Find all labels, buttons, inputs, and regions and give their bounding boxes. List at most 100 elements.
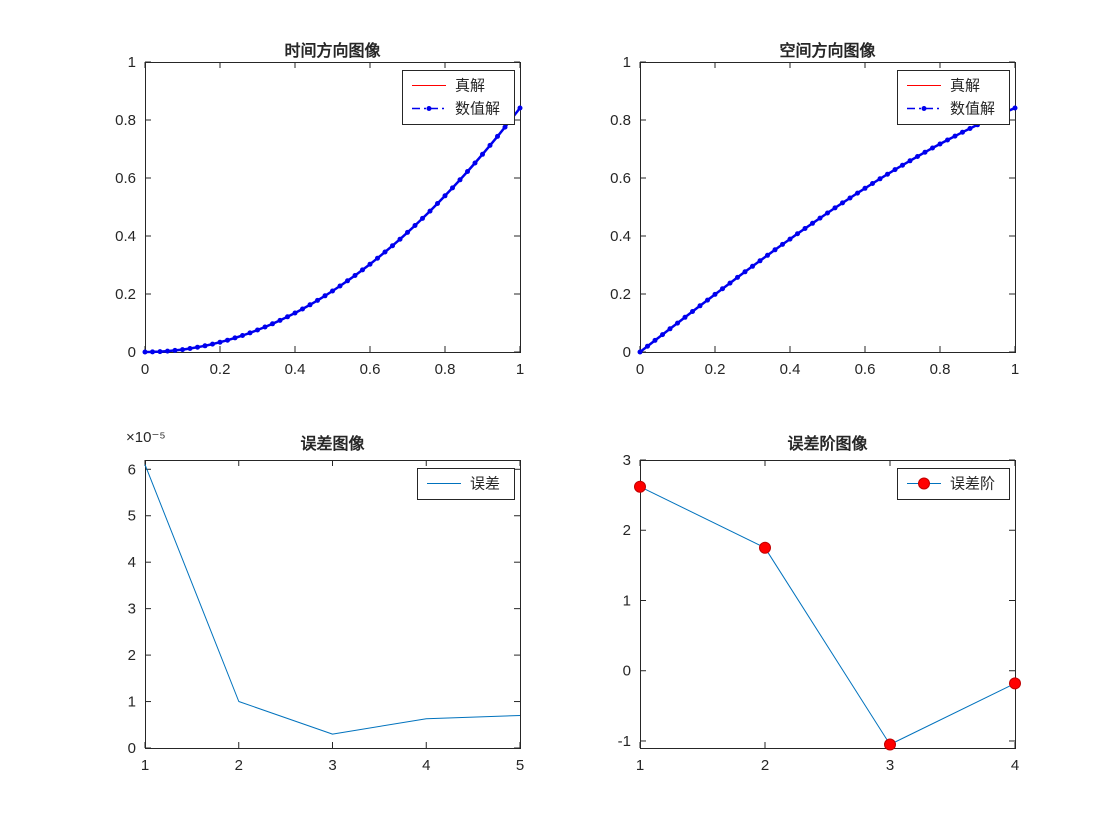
y-tick-label: 0.8 [610,112,631,129]
series-marker [180,347,185,353]
series-line [144,107,521,354]
series-marker [292,310,298,316]
series-marker [202,343,208,349]
series-marker [952,133,958,139]
y-tick-label: 0 [623,663,631,680]
axes-box [640,460,1016,749]
series-line [144,107,521,353]
series-marker [682,314,688,320]
series-marker [765,252,770,258]
y-tick-label: 1 [128,694,136,711]
series-marker [157,349,163,355]
series-marker [634,480,646,493]
series-marker [945,137,950,143]
series-marker [210,341,215,347]
series-line [639,486,1016,745]
series-marker [165,348,170,354]
y-tick-label: 0 [128,740,136,757]
x-tick-label: 1 [516,361,524,378]
series-marker [885,171,890,177]
y-axis-exponent-label: ×10⁻⁵ [126,429,166,446]
y-tick-label: 0.4 [115,228,136,245]
series-marker [1009,677,1021,690]
legend-label: 数值解 [455,101,500,118]
y-tick-label: 2 [128,647,136,664]
legend-box[interactable] [402,70,515,125]
y-tick-label: 6 [128,461,136,478]
x-tick-label: 0.6 [855,361,876,378]
series-marker [472,160,478,166]
x-tick-label: 0.8 [435,361,456,378]
series-marker [930,145,935,151]
subplot-error-order: 1 2 3 4 -1 0 1 2 3 误差阶 [618,452,1021,774]
series-marker [367,261,373,267]
x-tick-label: 0.2 [705,361,726,378]
series-marker [735,274,740,280]
series-marker [405,229,410,235]
y-tick-label: 0 [128,344,136,361]
x-tick-label: 0 [636,361,644,378]
series-marker [517,105,523,111]
series-marker [772,247,778,253]
series-marker [465,169,470,174]
x-tick-label: 1 [1011,361,1019,378]
series-marker [382,249,388,255]
series-marker [870,181,875,186]
legend[interactable]: 误差阶 [897,468,1010,500]
series-marker [690,309,695,314]
y-tick-label: 3 [128,601,136,618]
series-marker [855,190,860,196]
series-marker [495,133,500,139]
series-marker [697,303,703,309]
x-tick-label: 0.4 [285,361,306,378]
series-marker [172,347,178,353]
title-error-plot: 误差图像 [300,436,365,453]
series-marker [937,141,943,147]
y-tick-label: 4 [128,554,136,571]
legend[interactable]: 误差 [417,468,515,500]
legend-box[interactable] [897,70,1010,125]
series-marker [487,142,493,148]
y-tick-label: 0.2 [115,286,136,303]
series-marker [315,297,320,303]
series-marker [705,297,710,303]
series-marker [877,176,883,182]
x-tick-label: 1 [636,757,644,774]
x-tick-label: 2 [235,757,243,774]
series-marker [270,321,275,327]
y-tick-label: 3 [623,452,631,469]
series-marker [750,263,755,269]
x-tick-label: 0.6 [360,361,381,378]
x-tick-label: 4 [1011,757,1019,774]
series-marker [307,302,313,308]
series-marker [884,738,896,751]
x-tick-label: 2 [761,757,769,774]
y-tick-label: 1 [623,592,631,609]
series-marker [960,129,965,135]
series-marker [360,267,365,273]
x-tick-label: 3 [328,757,336,774]
series-marker [480,151,485,157]
title-time-plot: 时间方向图像 [284,43,381,60]
y-tick-label: 1 [128,54,136,71]
legend-label: 误差 [470,476,500,493]
series-marker [375,255,380,261]
series-marker [907,158,913,164]
series-marker [667,326,673,332]
series-marker [337,283,343,289]
series-marker [900,162,905,168]
series-marker [915,154,920,159]
series-marker [825,210,830,216]
series-marker [285,314,290,320]
series-marker [645,343,650,349]
title-space-plot: 空间方向图像 [779,43,876,60]
series-marker [457,177,463,183]
y-tick-label: 0.6 [115,170,136,187]
series-marker [225,337,230,343]
series-marker [187,346,193,351]
series-marker [742,269,748,275]
y-tick-label: 5 [128,508,136,525]
